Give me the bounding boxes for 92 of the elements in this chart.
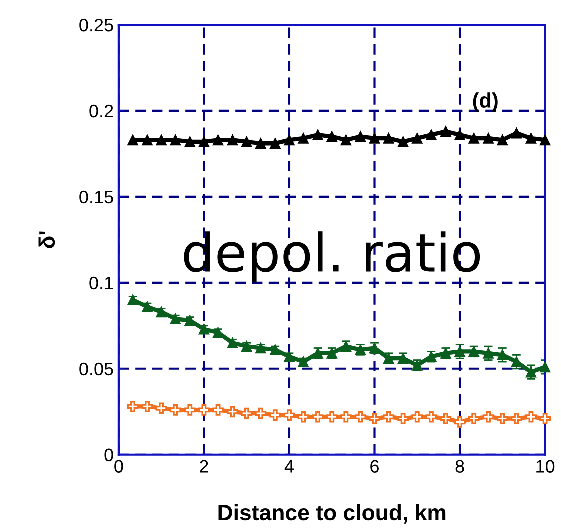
point	[128, 294, 138, 306]
point	[511, 356, 522, 368]
y-tick-label: 0.1	[90, 276, 114, 290]
annotation: (d)	[473, 92, 498, 112]
point	[255, 408, 267, 420]
point	[255, 138, 266, 150]
point	[454, 416, 466, 428]
point	[241, 136, 252, 148]
point	[184, 404, 196, 416]
point	[398, 136, 409, 148]
point	[156, 402, 168, 414]
point	[142, 134, 153, 146]
point	[340, 134, 352, 146]
point	[540, 413, 551, 424]
point	[454, 130, 466, 140]
x-tick-label: 4	[284, 460, 294, 473]
point	[270, 344, 281, 356]
point	[340, 411, 352, 423]
point	[326, 411, 338, 423]
point	[284, 351, 295, 362]
x-tick-label: 10	[536, 460, 555, 473]
point	[426, 411, 438, 423]
point	[540, 362, 551, 373]
x-tick-label: 8	[456, 460, 464, 473]
point	[468, 133, 480, 144]
x-axis-title: Distance to cloud, km	[218, 504, 446, 524]
point	[511, 128, 522, 139]
point	[496, 413, 508, 424]
point	[212, 404, 224, 416]
point	[227, 406, 238, 418]
point	[284, 410, 296, 422]
point	[355, 131, 366, 142]
point	[383, 133, 394, 144]
point	[170, 134, 182, 146]
y-tick-label: 0.15	[80, 190, 114, 204]
point	[540, 134, 551, 146]
y-tick-label: 0	[104, 448, 114, 462]
annotation: depol. ratio	[184, 232, 480, 283]
point	[241, 341, 252, 352]
point	[227, 134, 238, 146]
point	[412, 411, 424, 423]
point	[326, 131, 338, 142]
point	[184, 136, 196, 148]
point	[284, 134, 295, 146]
point	[312, 411, 324, 423]
y-tick-label: 0.2	[90, 104, 114, 118]
point	[170, 404, 182, 416]
point	[426, 130, 437, 140]
point	[198, 324, 210, 335]
y-tick-label: 0.25	[80, 18, 114, 32]
point	[440, 126, 452, 138]
x-tick-label: 2	[200, 460, 208, 473]
y-axis-title: δ'	[38, 232, 56, 248]
point	[128, 134, 138, 146]
point	[198, 136, 210, 148]
point	[212, 134, 224, 146]
point	[483, 348, 494, 359]
point	[354, 411, 366, 423]
point	[440, 413, 452, 424]
point	[483, 133, 494, 144]
point	[497, 134, 508, 146]
point	[127, 401, 139, 412]
point	[227, 338, 238, 349]
point	[298, 411, 310, 423]
point	[270, 138, 281, 150]
point	[398, 413, 410, 424]
point	[298, 356, 309, 368]
point	[383, 411, 395, 423]
point	[511, 413, 522, 424]
point	[170, 314, 182, 324]
point	[156, 306, 167, 318]
point	[212, 327, 224, 338]
point	[526, 411, 537, 423]
point	[156, 134, 167, 146]
y-tick-label: 0.05	[80, 362, 114, 376]
point	[184, 315, 196, 326]
point	[369, 133, 380, 144]
point	[255, 342, 266, 354]
x-tick-label: 6	[370, 460, 379, 473]
point	[298, 133, 309, 144]
point	[142, 302, 153, 312]
point	[369, 413, 380, 424]
x-tick-label: 0	[114, 460, 124, 473]
point	[468, 413, 480, 424]
point	[312, 130, 324, 140]
point	[482, 411, 494, 423]
point	[142, 401, 154, 412]
point	[526, 133, 537, 144]
point	[241, 408, 253, 420]
point	[198, 404, 210, 416]
point	[412, 133, 423, 144]
point	[270, 410, 282, 422]
